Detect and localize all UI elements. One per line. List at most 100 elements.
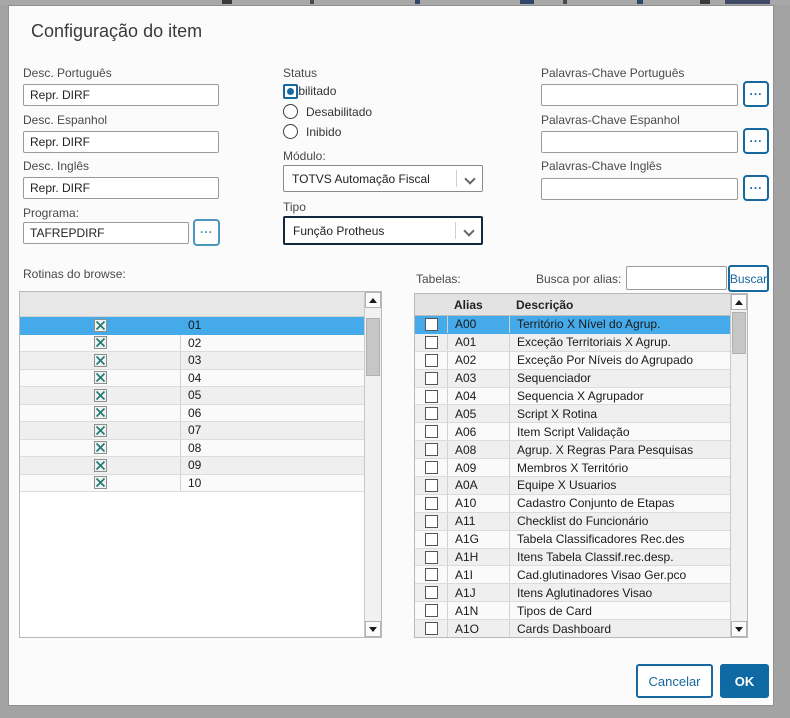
- checkbox[interactable]: [424, 478, 438, 492]
- busca-alias-input[interactable]: [626, 266, 727, 290]
- table-row[interactable]: 08: [20, 439, 364, 457]
- checkbox[interactable]: [424, 425, 438, 439]
- modulo-select[interactable]: TOTVS Automação Fiscal: [283, 165, 483, 192]
- table-row[interactable]: A1N Tipos de Card: [415, 602, 730, 621]
- table-row[interactable]: 05: [20, 387, 364, 405]
- table-row[interactable]: 07: [20, 422, 364, 440]
- checked-x-icon[interactable]: [93, 441, 107, 455]
- table-row[interactable]: A04 Sequencia X Agrupador: [415, 387, 730, 406]
- checked-x-icon[interactable]: [93, 388, 107, 402]
- arrow-down-icon: [369, 626, 377, 632]
- table-row[interactable]: 01: [20, 317, 364, 335]
- checkbox[interactable]: [424, 496, 438, 510]
- checkbox[interactable]: [424, 389, 438, 403]
- ok-button[interactable]: OK: [720, 664, 769, 698]
- checkbox[interactable]: [424, 514, 438, 528]
- checked-x-icon[interactable]: [93, 336, 107, 350]
- palavras-ingles-input[interactable]: [541, 178, 738, 200]
- scrollbar-thumb[interactable]: [366, 318, 380, 376]
- modulo-label: Módulo:: [283, 149, 326, 163]
- desc-espanhol-input[interactable]: [23, 131, 219, 153]
- checkbox[interactable]: [424, 443, 438, 457]
- table-row[interactable]: 09: [20, 457, 364, 475]
- checked-x-icon[interactable]: [93, 476, 107, 490]
- scroll-down-button[interactable]: [731, 621, 747, 637]
- checked-x-icon[interactable]: [93, 318, 107, 332]
- checkbox[interactable]: [424, 461, 438, 475]
- checkbox[interactable]: [424, 371, 438, 385]
- checkbox-cell: [415, 441, 447, 458]
- table-row[interactable]: 04: [20, 369, 364, 387]
- scroll-up-button[interactable]: [731, 294, 747, 310]
- table-row[interactable]: 06: [20, 404, 364, 422]
- scrollbar-track[interactable]: [731, 310, 747, 621]
- checked-x-icon[interactable]: [93, 353, 107, 367]
- checkbox[interactable]: [424, 317, 438, 331]
- checkbox-cell: [20, 423, 180, 437]
- checkbox[interactable]: [424, 550, 438, 564]
- table-row[interactable]: 10: [20, 474, 364, 492]
- checkbox[interactable]: [424, 622, 438, 636]
- rotinas-scrollbar[interactable]: [364, 292, 381, 637]
- tabelas-body: A00 Território X Nível do Agrup. A01 Exc…: [415, 316, 730, 637]
- descricao-cell: Cad.glutinadores Visao Ger.pco: [509, 566, 730, 584]
- alias-cell: A02: [447, 351, 509, 369]
- table-row[interactable]: A09 Membros X Território: [415, 459, 730, 478]
- checked-x-icon[interactable]: [93, 423, 107, 437]
- table-row[interactable]: A03 Sequenciador: [415, 369, 730, 388]
- palavras-portugues-input[interactable]: [541, 84, 738, 106]
- table-row[interactable]: A01 Exceção Territoriais X Agrup.: [415, 333, 730, 352]
- status-radio-desabilitado[interactable]: Desabilitado: [283, 104, 372, 119]
- checkbox[interactable]: [424, 407, 438, 421]
- alias-cell: A06: [447, 423, 509, 441]
- status-radio-inibido[interactable]: Inibido: [283, 124, 341, 139]
- table-row[interactable]: 03: [20, 352, 364, 370]
- rotina-number: 05: [180, 387, 364, 404]
- desc-ingles-input[interactable]: [23, 177, 219, 199]
- checkbox[interactable]: [424, 604, 438, 618]
- table-row[interactable]: A1H Itens Tabela Classif.rec.desp.: [415, 548, 730, 567]
- checkbox[interactable]: [424, 335, 438, 349]
- table-row[interactable]: A1J Itens Aglutinadores Visao: [415, 584, 730, 603]
- table-row[interactable]: A11 Checklist do Funcionário: [415, 512, 730, 531]
- checkbox[interactable]: [424, 586, 438, 600]
- table-row[interactable]: A02 Exceção Por Níveis do Agrupado: [415, 351, 730, 370]
- programa-input[interactable]: [23, 222, 189, 244]
- palavras-ingles-browse-button[interactable]: ...: [743, 175, 769, 201]
- palavras-portugues-browse-button[interactable]: ...: [743, 81, 769, 107]
- table-row[interactable]: A08 Agrup. X Regras Para Pesquisas: [415, 441, 730, 460]
- table-row[interactable]: A1I Cad.glutinadores Visao Ger.pco: [415, 566, 730, 585]
- status-radio-habilitado[interactable]: Habilitado: [283, 83, 336, 99]
- checkbox[interactable]: [424, 568, 438, 582]
- checked-x-icon[interactable]: [93, 458, 107, 472]
- select-divider: [455, 222, 456, 239]
- checkbox-column-header: [415, 294, 447, 315]
- scrollbar-track[interactable]: [365, 308, 381, 621]
- tipo-select[interactable]: Função Protheus: [283, 216, 483, 245]
- programa-browse-button[interactable]: ...: [193, 219, 220, 246]
- scroll-up-button[interactable]: [365, 292, 381, 308]
- buscar-button[interactable]: Buscar: [728, 265, 769, 292]
- cancel-button[interactable]: Cancelar: [636, 664, 713, 698]
- table-row[interactable]: A05 Script X Rotina: [415, 405, 730, 424]
- scroll-down-button[interactable]: [365, 621, 381, 637]
- table-row[interactable]: A10 Cadastro Conjunto de Etapas: [415, 494, 730, 513]
- checkbox[interactable]: [424, 532, 438, 546]
- table-row[interactable]: A0A Equipe X Usuarios: [415, 477, 730, 495]
- checkbox[interactable]: [424, 353, 438, 367]
- checked-x-icon[interactable]: [93, 371, 107, 385]
- desc-portugues-input[interactable]: [23, 84, 219, 106]
- table-row[interactable]: A1G Tabela Classificadores Rec.des: [415, 530, 730, 549]
- table-row[interactable]: 02: [20, 334, 364, 352]
- palavras-espanhol-browse-button[interactable]: ...: [743, 128, 769, 154]
- desc-portugues-label: Desc. Português: [23, 66, 112, 80]
- table-row[interactable]: A00 Território X Nível do Agrup.: [415, 316, 730, 334]
- tabelas-scrollbar[interactable]: [730, 294, 747, 637]
- rotina-number: 08: [180, 439, 364, 456]
- descricao-cell: Itens Aglutinadores Visao: [509, 584, 730, 602]
- table-row[interactable]: A1O Cards Dashboard: [415, 620, 730, 637]
- scrollbar-thumb[interactable]: [732, 312, 746, 354]
- palavras-espanhol-input[interactable]: [541, 131, 738, 153]
- checked-x-icon[interactable]: [93, 406, 107, 420]
- table-row[interactable]: A06 Item Script Validação: [415, 423, 730, 442]
